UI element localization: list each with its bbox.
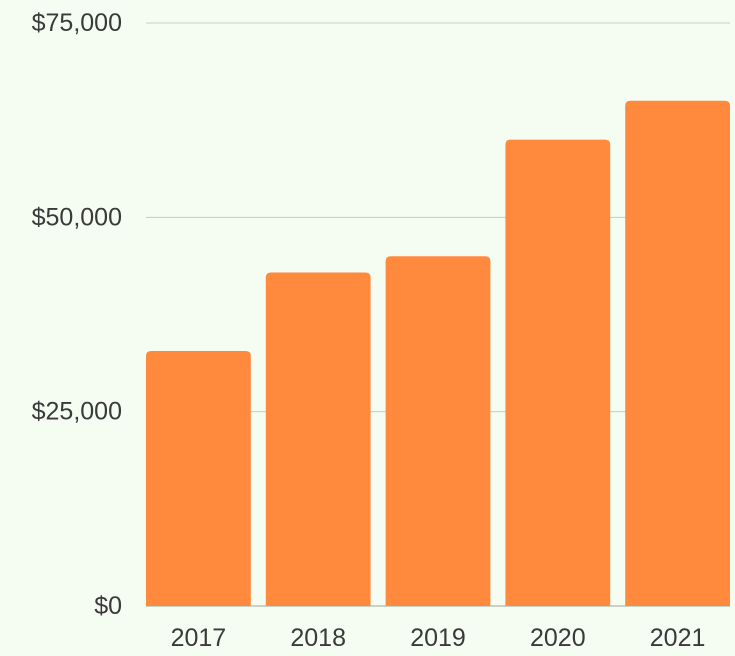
y-axis: $0 $25,000 $50,000 $75,000 [32, 9, 122, 620]
y-tick-label: $75,000 [32, 9, 122, 37]
bar-2017 [146, 351, 251, 606]
bar-2020 [505, 139, 611, 606]
bar-2021 [625, 100, 730, 606]
bars [146, 100, 730, 607]
y-tick-label: $0 [94, 592, 122, 620]
bar-2019 [385, 256, 491, 606]
y-tick-label: $25,000 [32, 398, 122, 426]
x-tick-label: 2020 [530, 624, 586, 652]
x-axis: 2017 2018 2019 2020 2021 [171, 624, 706, 652]
x-tick-label: 2018 [290, 624, 346, 652]
bar-2018 [265, 272, 371, 606]
x-tick-label: 2021 [650, 624, 706, 652]
y-tick-label: $50,000 [32, 203, 122, 231]
x-tick-label: 2017 [171, 624, 227, 652]
x-tick-label: 2019 [410, 624, 466, 652]
